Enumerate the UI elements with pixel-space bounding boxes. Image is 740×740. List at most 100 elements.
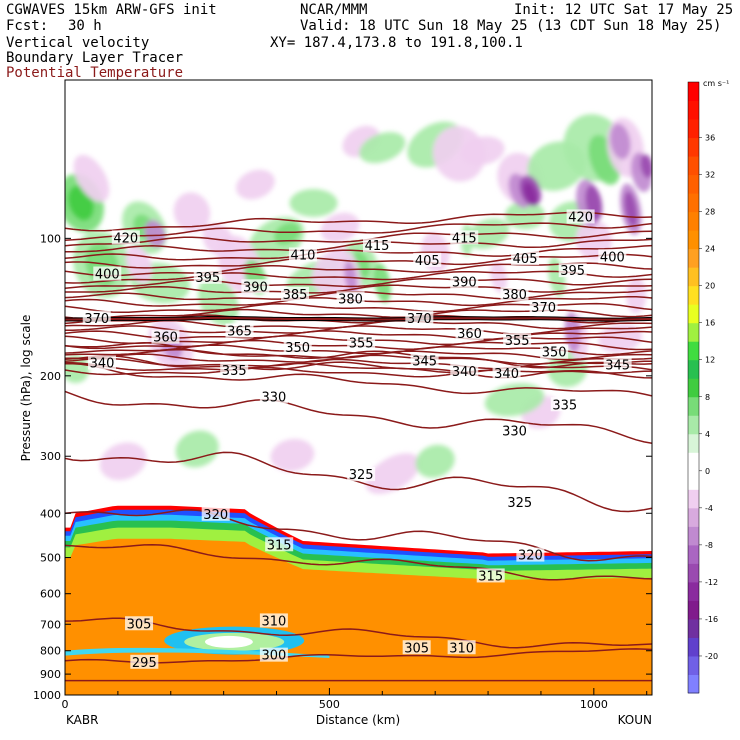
theta-contour [65,451,652,513]
theta-label-bg [336,291,365,306]
forecast-hour: 30 h [68,18,102,34]
y-tick-label: 200 [40,370,61,383]
field-vertical-velocity: Vertical velocity [6,35,150,51]
plot-frame [64,79,653,696]
theta-label-bg [550,397,579,412]
theta-contour [65,325,652,335]
theta-label: 410 [291,248,316,263]
theta-label-bg [413,252,442,267]
colorbar-label: 4 [705,430,710,439]
pbl-low-band [65,647,330,659]
theta-label: 420 [568,210,593,225]
colorbar-swatch [688,581,699,601]
init-time: Init: 12 UTC Sat 17 May 25 [514,2,734,18]
theta-label-bg [193,269,222,284]
colorbar-label: -16 [705,615,718,624]
colorbar-swatch [688,489,699,509]
theta-label: 420 [113,231,138,246]
theta-label: 380 [502,288,527,303]
vertical-velocity-cell [235,169,275,200]
theta-contour [65,211,652,232]
vertical-velocity-cell [365,453,421,495]
model-title: CGWAVES 15km ARW-GFS init [6,2,217,18]
theta-label-bg [503,333,532,348]
theta-contour [65,230,652,247]
theta-contour [65,284,652,294]
vertical-velocity-cell [640,154,652,178]
theta-contour [65,617,652,649]
y-tick-label: 400 [40,507,61,520]
theta-label-bg [288,247,317,262]
theta-label-bg [259,613,288,628]
theta-label-bg [281,286,310,301]
theta-contour [65,543,652,581]
theta-label: 415 [365,239,390,254]
theta-contour [65,238,652,253]
colorbar-frame [687,81,700,694]
colorbar-swatch [688,544,699,564]
colorbar-swatch [688,230,699,250]
theta-label-bg [405,310,434,325]
theta-label: 330 [502,425,527,440]
colorbar-label: 24 [705,245,715,254]
theta-label-bg [363,238,392,253]
theta-label: 355 [505,334,530,349]
theta-label-bg [450,274,479,289]
theta-label: 395 [560,264,585,279]
theta-label: 340 [494,367,519,382]
theta-label: 300 [261,649,286,664]
theta-contour [65,222,652,241]
theta-label: 310 [261,614,286,629]
colorbar-swatch [688,655,699,675]
vertical-velocity-cell [270,438,315,472]
theta-label: 405 [513,252,538,267]
theta-label-bg [447,640,476,655]
theta-label-bg [225,323,254,338]
colorbar-label: 28 [705,208,715,217]
colorbar-swatch [688,174,699,194]
colorbar-swatch [688,396,699,416]
theta-label: 385 [283,288,308,303]
colorbar-swatch [688,304,699,324]
theta-label-bg [259,389,288,404]
x-tick-label: 1000 [580,698,608,711]
theta-label-bg [82,310,111,325]
x-axis-left-station: KABR [66,713,98,727]
theta-label-bg [500,423,529,438]
colorbar-swatch [688,674,699,694]
cross-section-coordinates: XY= 187.4,173.8 to 191.8,100.1 [270,35,523,51]
theta-label: 315 [267,538,292,553]
colorbar-label: 16 [705,319,715,328]
colorbar-swatch [688,82,699,102]
theta-label-bg [130,654,159,669]
colorbar-swatch [688,433,699,453]
theta-label: 380 [338,292,363,307]
colorbar-label: 8 [705,393,710,402]
theta-label: 335 [552,398,577,413]
org-label: NCAR/MMM [300,2,368,18]
theta-label: 340 [452,365,477,380]
colorbar-swatch [688,119,699,139]
theta-label-bg [450,230,479,245]
theta-label: 390 [243,280,268,295]
vertical-velocity-cell [490,260,507,293]
y-tick-label: 600 [40,588,61,601]
vertical-velocity-cell [415,444,455,478]
vertical-velocity-cell [320,212,360,243]
theta-contour [65,253,652,269]
colorbar-swatch [688,156,699,176]
vertical-velocity-cell [460,136,505,166]
colorbar-swatch [688,452,699,472]
colorbar-swatch [688,248,699,268]
colorbar-swatch [688,341,699,361]
theta-label: 325 [507,496,532,511]
theta-contour [65,355,652,379]
colorbar-swatch [688,470,699,490]
colorbar-swatch [688,267,699,287]
colorbar-swatch [688,618,699,638]
theta-label: 395 [195,271,220,286]
theta-label-bg [402,640,431,655]
theta-label-bg [598,249,627,264]
potential-temperature-contours [65,211,652,682]
